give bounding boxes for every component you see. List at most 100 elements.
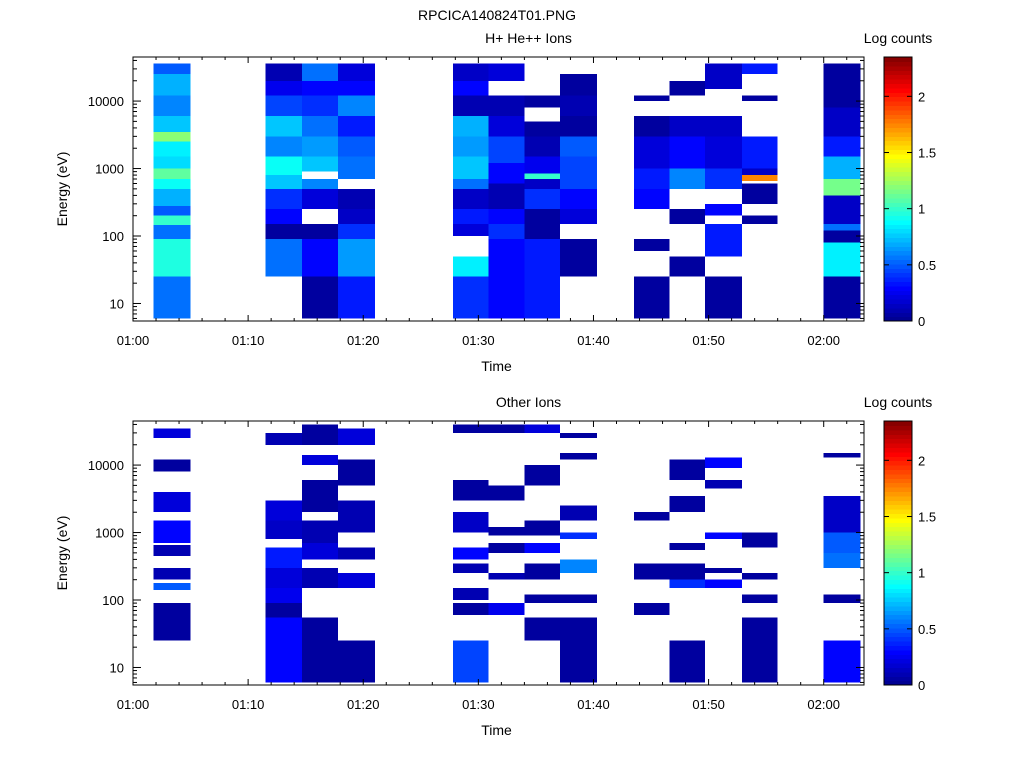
colorbar-segment bbox=[884, 553, 912, 558]
heatmap-cell bbox=[705, 532, 742, 540]
heatmap-cell bbox=[302, 136, 338, 157]
heatmap-cell bbox=[560, 559, 597, 574]
heatmap-cell bbox=[823, 107, 861, 137]
heatmap-cell bbox=[453, 224, 489, 237]
colorbar-label: Log counts bbox=[864, 394, 933, 410]
heatmap-cell bbox=[265, 188, 303, 210]
colorbar-segment bbox=[884, 627, 912, 633]
colorbar-segment bbox=[884, 281, 912, 287]
colorbar-segment bbox=[884, 429, 912, 435]
colorbar-segment bbox=[884, 509, 912, 514]
colorbar-segment bbox=[884, 443, 912, 448]
colorbar-tick-label: 1.5 bbox=[918, 509, 936, 524]
heatmap-cell bbox=[524, 594, 561, 604]
heatmap-cell bbox=[669, 563, 706, 580]
colorbar-tick-label: 0 bbox=[918, 314, 925, 329]
heatmap-cell bbox=[265, 116, 303, 137]
heatmap-cell bbox=[302, 567, 338, 589]
colorbar-segment bbox=[884, 241, 912, 247]
colorbar-segment bbox=[884, 601, 912, 607]
x-tick-label: 01:50 bbox=[692, 697, 725, 712]
heatmap-cell bbox=[265, 603, 303, 618]
heatmap-cell bbox=[524, 617, 561, 641]
heatmap-cell bbox=[823, 594, 861, 604]
colorbar-segment bbox=[884, 299, 912, 304]
y-tick-label: 10000 bbox=[88, 458, 124, 473]
colorbar-segment bbox=[884, 597, 912, 602]
heatmap-cell bbox=[705, 579, 742, 589]
heatmap-cell bbox=[453, 188, 489, 210]
colorbar-segment bbox=[884, 460, 912, 466]
heatmap-cell bbox=[669, 579, 706, 589]
panel-title: Other Ions bbox=[496, 394, 561, 410]
heatmap-cell bbox=[302, 116, 338, 137]
x-tick-label: 01:20 bbox=[347, 333, 380, 348]
heatmap-cell bbox=[560, 209, 597, 225]
heatmap-cell bbox=[669, 80, 706, 96]
heatmap-cell bbox=[488, 603, 525, 615]
colorbar-segment bbox=[884, 487, 912, 492]
heatmap-cell bbox=[633, 188, 670, 210]
heatmap-cell bbox=[153, 491, 191, 513]
heatmap-cell bbox=[302, 178, 338, 189]
heatmap-cell bbox=[153, 156, 191, 169]
heatmap-cell bbox=[337, 188, 375, 210]
heatmap-cell bbox=[705, 203, 742, 216]
heatmap-cell bbox=[153, 567, 191, 580]
heatmap-cell bbox=[153, 428, 191, 439]
heatmap-cell bbox=[265, 239, 303, 277]
heatmap-cell bbox=[560, 617, 597, 683]
heatmap-cell bbox=[560, 239, 597, 277]
heatmap-cell bbox=[265, 432, 303, 445]
colorbar-segment bbox=[884, 676, 912, 682]
heatmap-cell bbox=[633, 239, 670, 251]
heatmap-cell bbox=[823, 276, 861, 319]
heatmap-cell bbox=[560, 95, 597, 117]
panel-title: H+ He++ Ions bbox=[485, 30, 572, 46]
heatmap-cell bbox=[560, 74, 597, 96]
x-tick-label: 01:30 bbox=[462, 697, 495, 712]
heatmap-cell bbox=[705, 276, 742, 319]
y-tick-label: 10 bbox=[110, 296, 124, 311]
heatmap-cell bbox=[823, 178, 861, 196]
heatmap-cell bbox=[153, 116, 191, 132]
colorbar-segment bbox=[884, 136, 912, 142]
colorbar-segment bbox=[884, 500, 912, 506]
colorbar-segment bbox=[884, 566, 912, 572]
heatmap-cell bbox=[488, 542, 525, 553]
colorbar-segment bbox=[884, 456, 912, 462]
heatmap-cell bbox=[488, 95, 525, 117]
colorbar-segment bbox=[884, 544, 912, 550]
heatmap-cell bbox=[705, 168, 742, 189]
colorbar-segment bbox=[884, 641, 912, 646]
x-tick-label: 01:10 bbox=[232, 333, 265, 348]
heatmap-cell bbox=[453, 480, 489, 501]
heatmap-cell bbox=[453, 424, 489, 433]
heatmap-cell bbox=[265, 95, 303, 117]
heatmap-cell bbox=[741, 594, 778, 604]
x-tick-label: 02:00 bbox=[807, 697, 840, 712]
colorbar-segment bbox=[884, 96, 912, 102]
heatmap-cell bbox=[153, 276, 191, 319]
heatmap-cell bbox=[453, 640, 489, 683]
heatmap-cell bbox=[823, 224, 861, 231]
x-axis-label: Time bbox=[481, 722, 512, 738]
colorbar-segment bbox=[884, 451, 912, 457]
heatmap-cell bbox=[337, 276, 375, 319]
heatmap-cell bbox=[153, 239, 191, 277]
heatmap-cell bbox=[453, 588, 489, 601]
heatmap-cell bbox=[560, 453, 597, 460]
heatmap-cell bbox=[633, 116, 670, 137]
heatmap-cell bbox=[488, 573, 525, 580]
y-tick-label: 10 bbox=[110, 660, 124, 675]
y-axis-label: Energy (eV) bbox=[54, 152, 70, 227]
heatmap-cell bbox=[337, 547, 375, 560]
heatmap-cell bbox=[823, 230, 861, 243]
colorbar-segment bbox=[884, 557, 912, 563]
heatmap-cell bbox=[705, 136, 742, 169]
colorbar-segment bbox=[884, 654, 912, 660]
heatmap-cell bbox=[560, 188, 597, 210]
heatmap-cell bbox=[524, 520, 561, 536]
heatmap-cell bbox=[265, 209, 303, 225]
colorbar-segment bbox=[884, 614, 912, 620]
